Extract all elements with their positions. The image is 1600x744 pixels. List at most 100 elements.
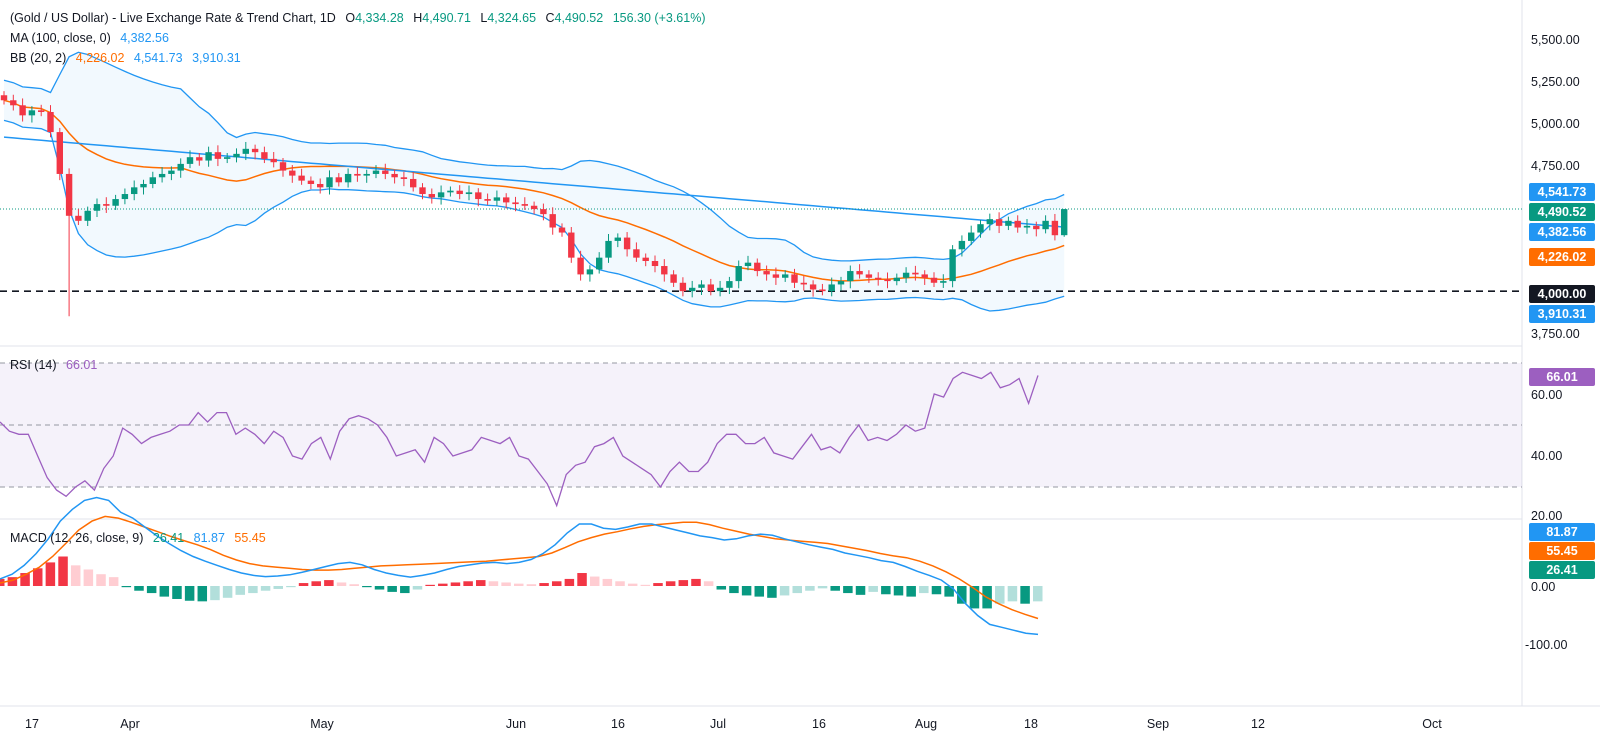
macd-histogram-bar [197,586,208,602]
candle-body [512,202,519,205]
macd-histogram-bar [906,586,916,597]
price-tick-3750: 3,750.00 [1531,327,1580,341]
ohlc-close: C4,490.52 [545,11,604,25]
macd-histogram-bar [222,586,233,598]
macd-histogram-bar [387,586,397,592]
candle-body [307,180,315,184]
candle-body [10,100,17,106]
price-tick-5000: 5,000.00 [1531,117,1580,131]
macd-histogram-bar [83,569,94,586]
candle-body [382,170,389,174]
candle-body [205,152,212,161]
candle-body [1033,225,1040,230]
rsi-line [0,371,1039,508]
macd-histogram-bar [438,583,448,586]
macd-legend: MACD (12, 26, close, 9) 26.41 81.87 55.4… [10,531,272,545]
bb-upper-line [3,51,1065,262]
candle-body [930,277,938,283]
candle-body [912,272,919,275]
macd-histogram-bar [1033,586,1043,602]
ma-legend: MA (100, close, 0) 4,382.56 [10,31,175,45]
macd-histogram-bar [931,586,942,595]
ma-legend-value: 4,382.56 [120,31,169,45]
candle-body [47,111,54,133]
candle-body [754,262,761,272]
candle-body [84,210,91,221]
macd-histogram-bar [349,584,359,586]
macd-histogram-bar [817,586,828,589]
candle-body [475,192,482,200]
candle-body [437,192,445,198]
candle-body [902,272,910,278]
candle-body [410,178,417,188]
candle-body [400,177,408,179]
macd-histogram-bar [893,586,904,596]
macd-histogram-bar [539,583,549,586]
macd-histogram-bar [691,578,701,586]
candle-body [782,274,789,278]
macd-histogram-bar [1020,586,1030,604]
macd-histogram-bar [273,586,283,589]
candle-body [503,197,510,203]
candle-body [28,110,36,116]
candle-body [977,224,984,233]
candle-body [661,266,668,275]
level-tag: 4,000.00 [1529,285,1595,303]
macd-histogram-bar [564,578,575,586]
x-tick-jun: Jun [505,717,527,731]
macd-histogram-bar [488,581,499,586]
macd-histogram-bar [476,580,486,586]
bb-basis-tag: 4,226.02 [1529,248,1595,266]
candle-body [521,204,528,206]
candle-body [140,183,147,188]
macd-legend-macd: 81.87 [193,531,225,545]
candle-body [791,274,798,283]
candle-body [540,209,547,215]
candle-body [800,282,807,285]
candle-body [344,173,352,183]
ma-legend-name: MA (100, close, 0) [10,31,111,45]
candle-body [1051,220,1059,236]
macd-histogram-bar [653,583,663,586]
candle-body [986,219,993,225]
candle-body [279,162,287,171]
macd-histogram-bar [1007,586,1018,602]
candle-body [428,194,435,198]
candle-body [847,271,854,282]
macd-histogram-bar [919,586,929,594]
candle-body [995,219,1003,226]
x-tick-17: 17 [25,717,39,731]
macd-histogram-bar [45,562,56,586]
candle-body [596,257,603,270]
rsi-tick-40: 40.00 [1531,449,1563,463]
macd-legend-name: MACD (12, 26, close, 9) [10,531,144,545]
x-tick-may: May [310,717,334,731]
macd-histogram-bar [425,584,435,586]
candle-body [354,173,361,176]
macd-histogram-bar [665,581,676,586]
candle-body [707,284,714,292]
candle-body [75,215,82,221]
candle-body [875,277,882,280]
close-price-tag: 4,490.52 [1529,203,1595,221]
macd-histogram-bar [311,581,321,586]
candle-body [168,170,175,174]
rsi-legend-value: 66.01 [66,358,98,372]
candle-body [586,269,594,275]
candle-body [549,214,556,228]
candle-body [465,192,473,195]
macd-histogram-bar [944,586,954,597]
macd-histogram-bar [729,586,739,594]
x-tick-16a: 16 [611,717,625,731]
macd-histogram-bar [589,576,600,586]
macd-histogram-bar [526,584,537,586]
candle-body [949,249,956,282]
candle-body [317,183,324,188]
candle-body [744,262,752,267]
candle-body [363,173,370,176]
candle-body [1014,220,1021,228]
candle-body [698,284,705,288]
candle-body [493,197,501,201]
candle-body [372,170,380,174]
